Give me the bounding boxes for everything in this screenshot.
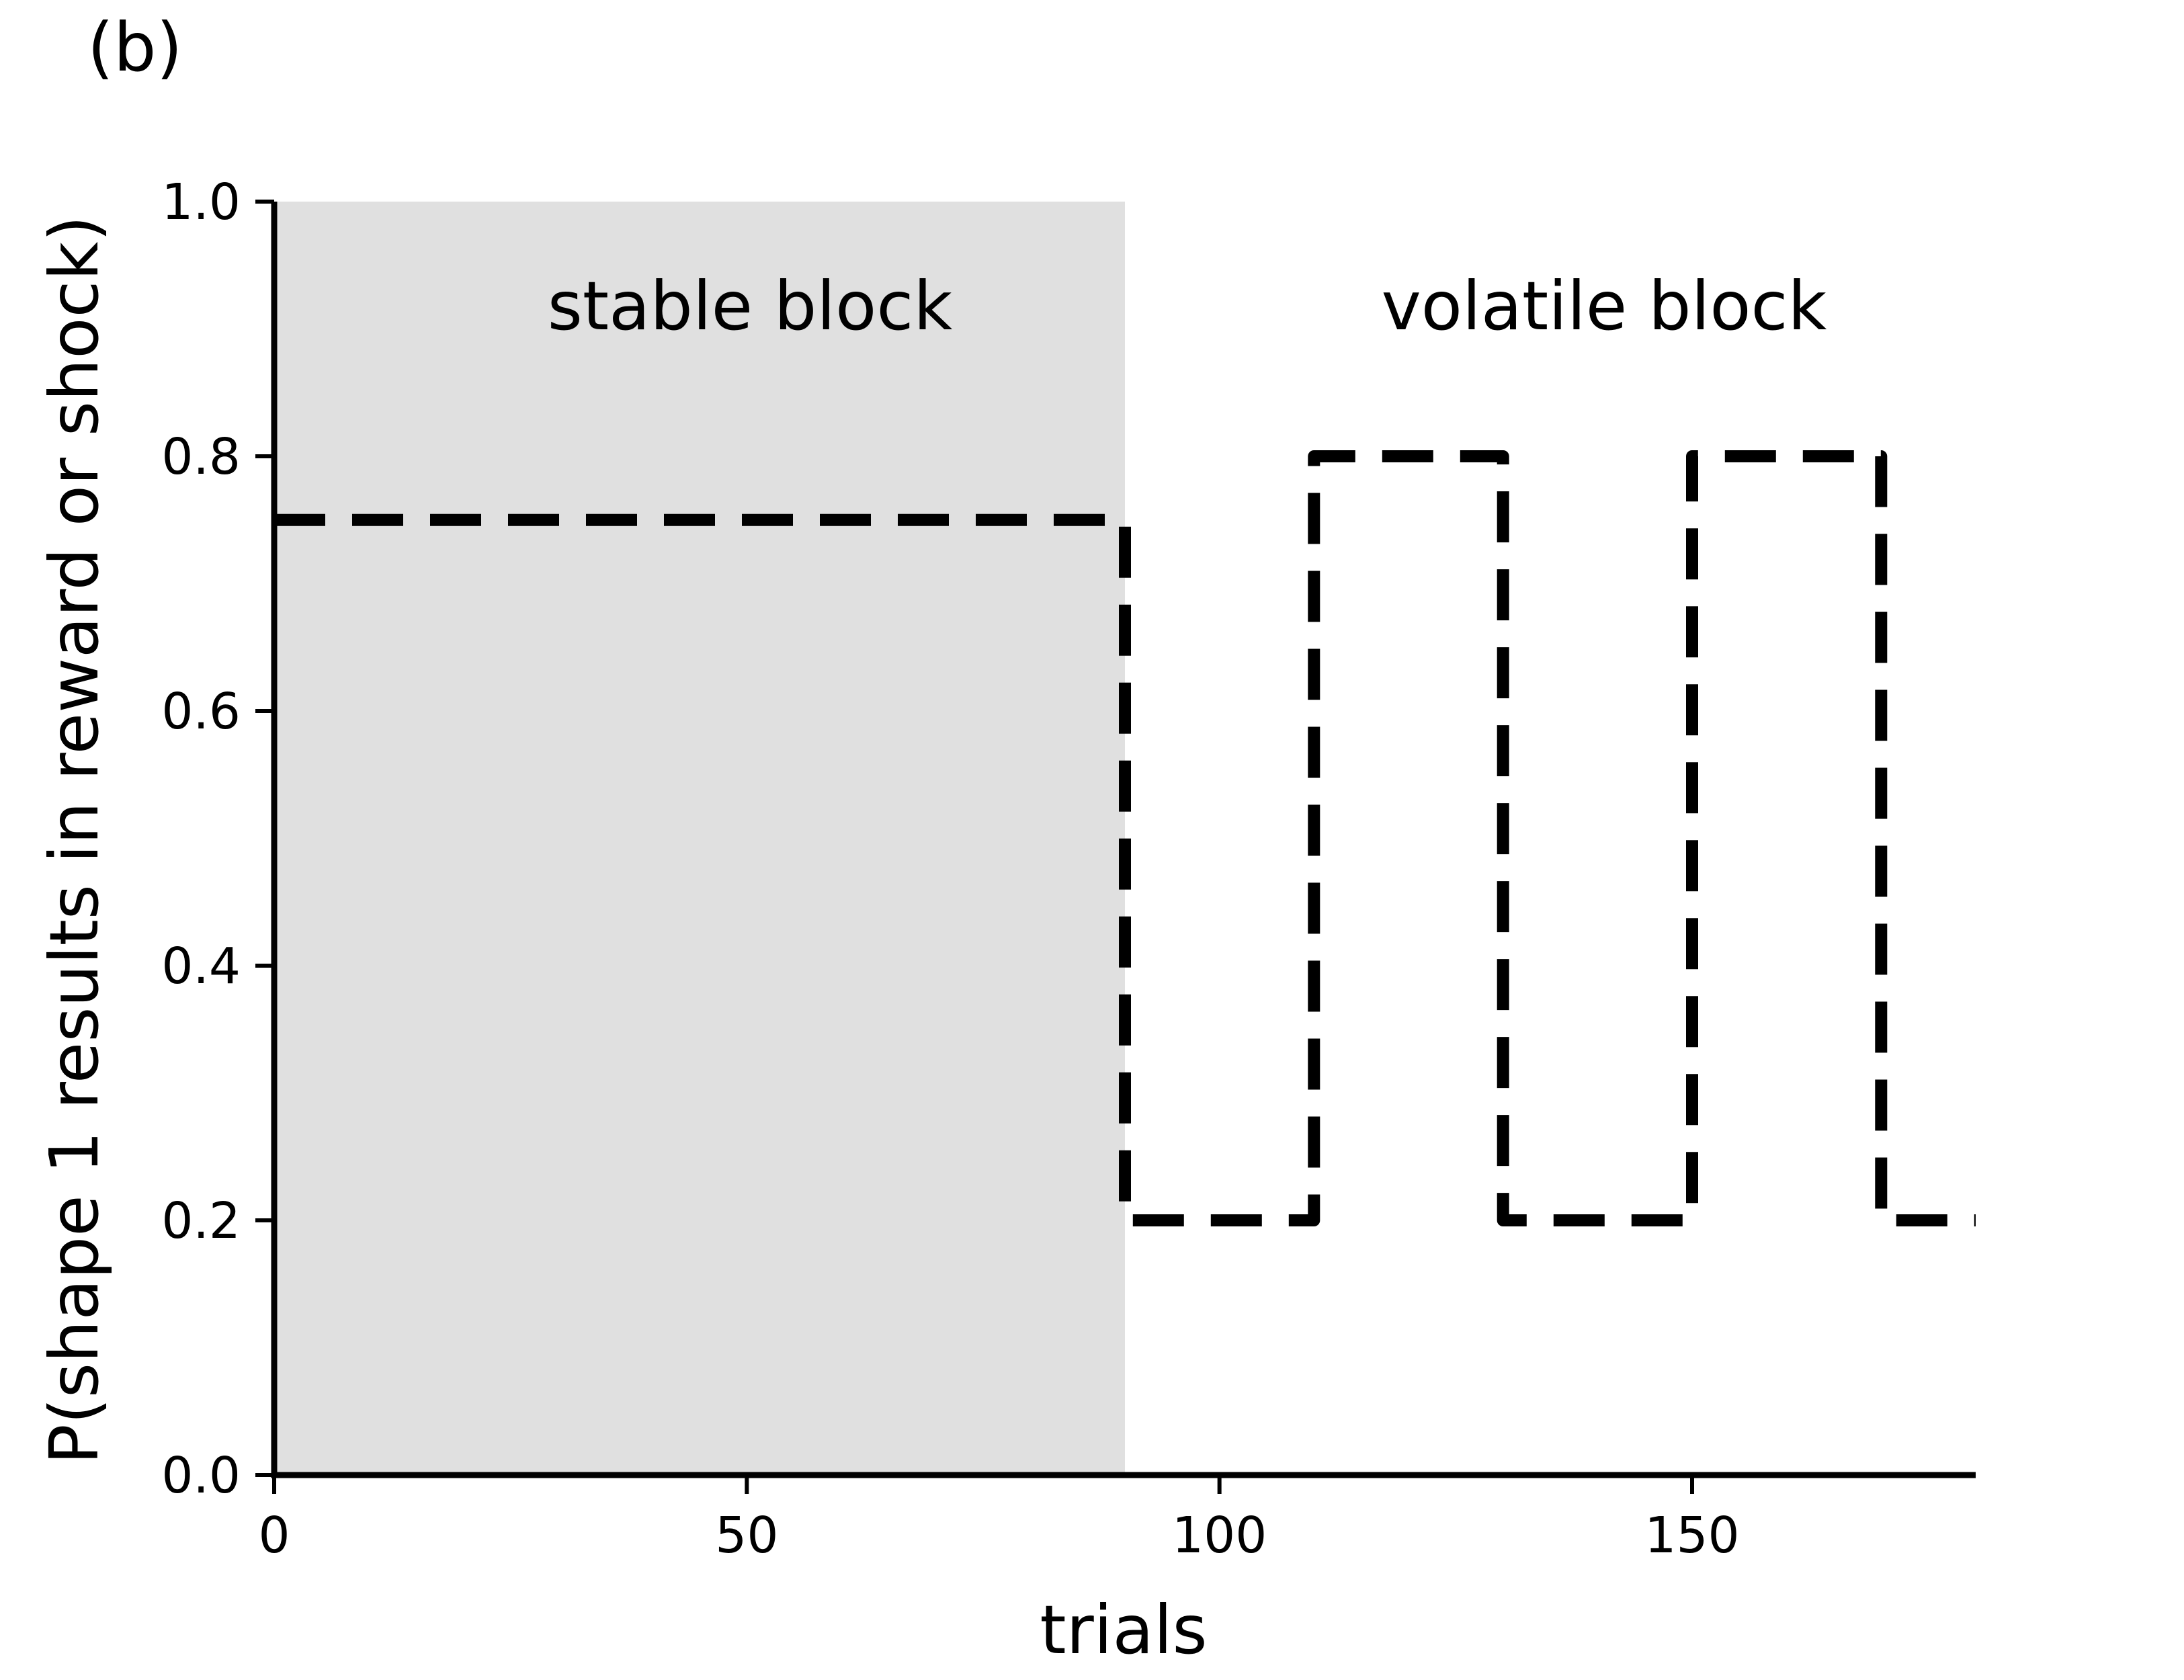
x-tick-label: 150 <box>1644 1507 1739 1564</box>
y-tick-label: 0.8 <box>161 428 241 486</box>
x-tick-label: 0 <box>258 1507 290 1564</box>
y-axis-title: P(shape 1 results in reward or shock) <box>35 216 114 1465</box>
y-tick-label: 0.6 <box>161 683 241 741</box>
stable-block-label: stable block <box>548 267 953 345</box>
stable-block-shading <box>274 202 1125 1475</box>
y-tick-label: 1.0 <box>161 173 241 231</box>
volatile-block-label: volatile block <box>1382 267 1827 345</box>
x-tick-label: 100 <box>1172 1507 1267 1564</box>
y-ticks: 0.0 0.2 0.4 0.6 0.8 1.0 <box>161 173 274 1505</box>
x-ticks: 0 50 100 150 <box>258 1475 1740 1564</box>
y-tick-label: 0.4 <box>161 937 241 995</box>
y-tick-label: 0.2 <box>161 1192 241 1250</box>
x-tick-label: 50 <box>715 1507 778 1564</box>
y-tick-label: 0.0 <box>161 1447 241 1505</box>
x-axis-title: trials <box>1040 1591 1207 1669</box>
probability-step-line <box>274 450 1976 1226</box>
panel-label: (b) <box>87 8 183 87</box>
